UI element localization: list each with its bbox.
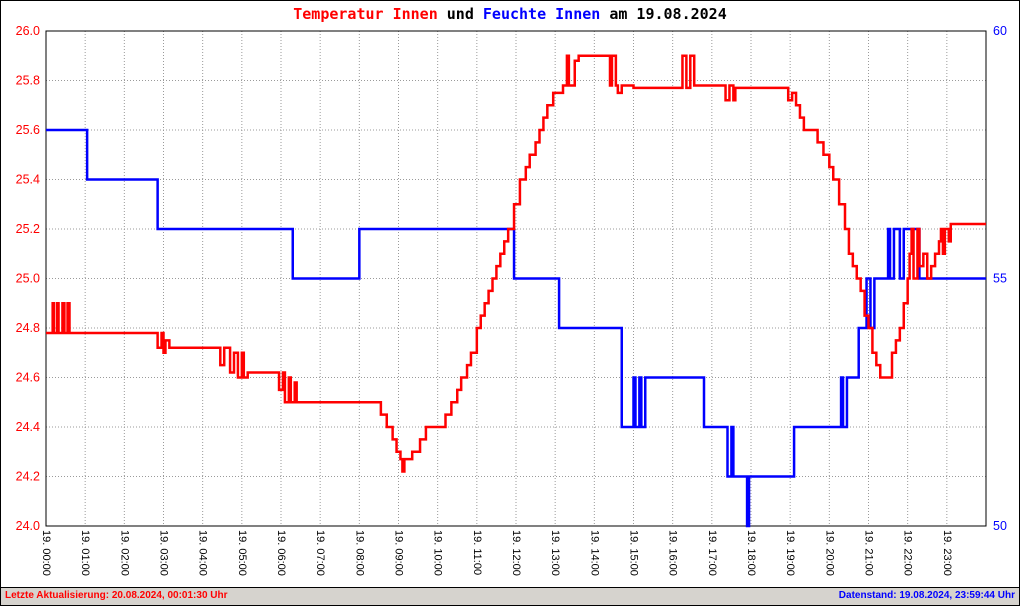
left-axis-tick-label: 25.2 <box>16 222 40 236</box>
right-axis-tick-label: 60 <box>993 24 1007 38</box>
right-axis-tick-label: 50 <box>993 519 1007 533</box>
title-connector: und <box>437 5 483 23</box>
left-axis-tick-label: 25.6 <box>16 123 40 137</box>
data-state-text: Datenstand: 19.08.2024, 23:59:44 Uhr <box>838 590 1015 601</box>
x-axis-label: 19. 01:00 <box>79 530 92 576</box>
title-humidity-label: Feuchte Innen <box>482 5 601 23</box>
x-axis-label: 19. 21:00 <box>862 530 875 576</box>
status-bar: Letzte Aktualisierung: 20.08.2024, 00:01… <box>1 587 1019 605</box>
x-axis-label: 19. 13:00 <box>549 530 562 576</box>
left-axis-tick-label: 26.0 <box>16 24 40 38</box>
x-axis-label: 19. 15:00 <box>627 530 640 576</box>
x-axis-label: 19. 19:00 <box>784 530 797 576</box>
temperature-series-line <box>46 54 986 473</box>
left-axis-tick-label: 24.0 <box>16 519 40 533</box>
x-axis-label: 19. 03:00 <box>157 530 170 576</box>
chart-canvas: 24.0 24.2 24.4 24.6 24.8 25.0 25.2 25.4 25.6 25.8… <box>16 24 1007 533</box>
left-axis-tick-label: 25.4 <box>16 173 40 187</box>
right-axis-tick-label: 55 <box>993 272 1007 286</box>
x-axis-label: 19. 09:00 <box>392 530 405 576</box>
x-axis-label: 19. 18:00 <box>745 530 757 576</box>
left-axis-tick-label: 24.4 <box>16 420 40 434</box>
last-update-text: Letzte Aktualisierung: 20.08.2024, 00:01… <box>5 590 228 601</box>
x-axis-label: 19. 10:00 <box>431 530 444 576</box>
x-axis-label: 19. 20:00 <box>823 530 836 576</box>
x-axis-label: 19. 06:00 <box>275 530 287 576</box>
left-axis-tick-label: 24.6 <box>16 371 40 385</box>
title-temperature-label: Temperatur Innen <box>293 5 438 23</box>
x-axis-label: 19. 22:00 <box>901 530 914 576</box>
x-axis-label: 19. 05:00 <box>235 530 248 576</box>
x-axis-label: 19. 14:00 <box>588 530 601 576</box>
x-axis-label: 19. 23:00 <box>940 530 953 576</box>
x-axis-label: 19. 12:00 <box>510 530 522 576</box>
title-date: am 19.08.2024 <box>600 5 727 23</box>
x-axis-label: 19. 17:00 <box>705 530 718 576</box>
x-axis-label: 19. 00:00 <box>40 530 52 576</box>
chart-title: Temperatur Innen und Feuchte Innen am 19… <box>1 5 1019 23</box>
x-axis-label: 19. 11:00 <box>470 530 483 576</box>
left-axis-tick-label: 24.2 <box>16 470 40 484</box>
left-axis-tick-label: 25.0 <box>16 272 40 286</box>
left-axis-tick-label: 25.8 <box>16 74 40 88</box>
left-axis-tick-label: 24.8 <box>16 321 40 335</box>
x-axis-label: 19. 16:00 <box>666 530 679 576</box>
humidity-series-line <box>46 128 986 528</box>
x-axis-label: 19. 07:00 <box>314 530 327 576</box>
x-axis-label: 19. 02:00 <box>118 530 131 576</box>
x-axis-label: 19. 04:00 <box>196 530 209 576</box>
x-axis-label: 19. 08:00 <box>353 530 366 576</box>
